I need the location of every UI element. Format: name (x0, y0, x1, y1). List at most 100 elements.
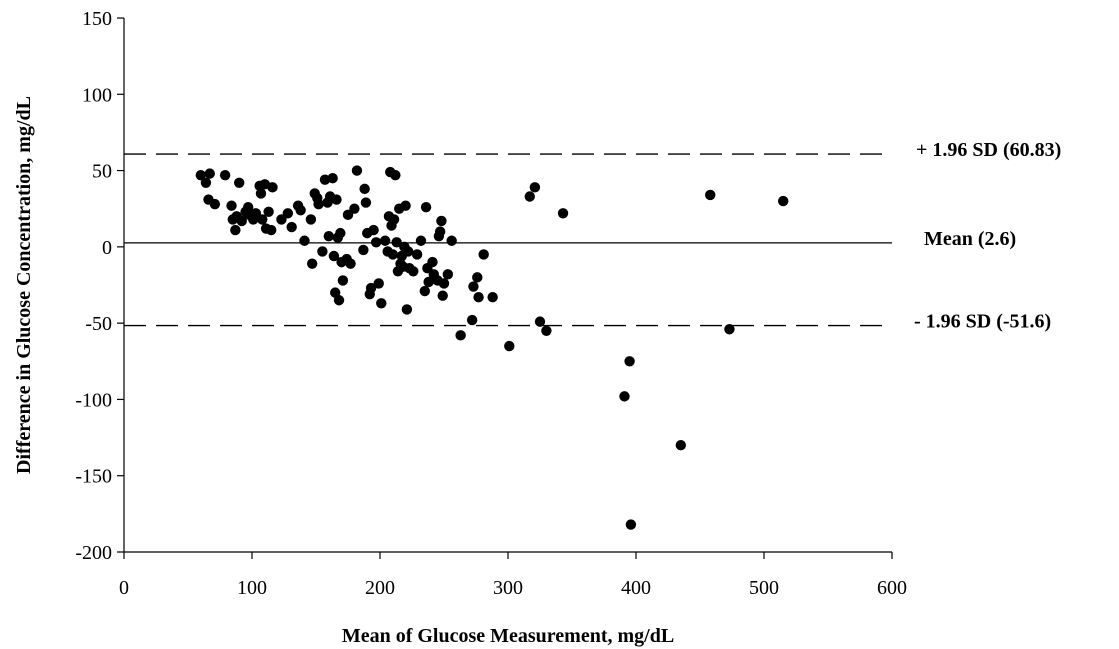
data-point (257, 214, 268, 225)
data-point (529, 182, 541, 193)
data-point (299, 235, 310, 246)
x-tick-labels: 0 100 200 300 400 500 600 (119, 577, 907, 599)
data-point (466, 314, 478, 326)
data-point (236, 215, 247, 227)
data-point (226, 200, 237, 211)
y-tick-label: -200 (75, 542, 112, 564)
x-tick-label: 500 (749, 577, 779, 599)
data-point (415, 235, 427, 246)
x-tick-label: 100 (237, 577, 267, 599)
data-point (286, 221, 297, 233)
data-point (379, 235, 391, 246)
data-point (282, 208, 294, 219)
data-point (263, 206, 274, 217)
data-point (219, 169, 231, 181)
x-axis-title: Mean of Glucose Measurement, mg/dL (342, 625, 674, 647)
data-point (390, 169, 401, 181)
data-point (455, 330, 466, 341)
data-point (436, 215, 447, 227)
data-point (400, 200, 411, 211)
data-point (468, 281, 479, 292)
data-point (473, 292, 484, 303)
data-point (504, 340, 515, 352)
data-point (437, 290, 448, 301)
data-point (351, 165, 363, 176)
y-tick-labels: 150 100 50 0 -50 -100 -150 -200 (75, 8, 112, 564)
reference-line-labels: + 1.96 SD (60.83) Mean (2.6) - 1.96 SD (-5… (914, 139, 1061, 333)
data-point (328, 250, 340, 262)
data-point (305, 214, 317, 225)
data-point (427, 256, 438, 268)
data-point (376, 298, 387, 309)
data-point (349, 203, 360, 214)
data-point (317, 246, 328, 257)
data-point (446, 235, 457, 246)
data-point (373, 278, 384, 289)
data-point (255, 188, 267, 199)
data-point (434, 226, 446, 237)
data-point (365, 282, 377, 294)
y-tick-label: -100 (75, 389, 112, 411)
data-point (195, 169, 206, 181)
data-point (267, 182, 278, 193)
data-point (331, 194, 342, 205)
data-point (204, 168, 215, 179)
data-point (557, 208, 569, 219)
data-point (619, 391, 630, 402)
x-tick-label: 200 (365, 577, 395, 599)
data-point (333, 295, 345, 306)
y-tick-label: -150 (75, 466, 112, 488)
data-point (306, 258, 318, 269)
data-point (230, 224, 241, 236)
data-point (423, 276, 434, 288)
data-point (675, 440, 686, 451)
reference-lines (124, 153, 892, 327)
data-point (368, 224, 379, 236)
data-point (472, 272, 483, 283)
data-point (323, 230, 334, 242)
data-point (295, 205, 306, 216)
sd-limit-label: - 1.96 SD (-51.6) (914, 311, 1051, 333)
data-point (534, 316, 546, 327)
sd-limit-label: + 1.96 SD (60.83) (916, 139, 1061, 161)
data-point (438, 278, 450, 289)
axis-ticks (117, 17, 893, 559)
x-tick-label: 0 (119, 577, 129, 599)
x-tick-label: 600 (877, 577, 907, 599)
data-point (345, 258, 356, 269)
x-tick-label: 300 (493, 577, 523, 599)
data-point (370, 237, 382, 248)
y-tick-label: -50 (85, 313, 112, 335)
data-point (266, 224, 277, 236)
data-point (625, 519, 637, 530)
y-tick-label: 0 (102, 237, 112, 259)
data-point (391, 237, 402, 248)
data-point (387, 249, 398, 260)
data-point (524, 191, 535, 202)
data-point (624, 356, 635, 367)
data-point (724, 324, 735, 335)
data-points (195, 165, 789, 530)
data-point (209, 198, 221, 210)
data-point (401, 304, 413, 315)
mean-label: Mean (2.6) (924, 228, 1016, 250)
data-point (778, 195, 789, 207)
y-axis-title: Difference in Glucose Concentration, mg/… (13, 96, 35, 474)
data-point (360, 197, 372, 208)
data-point (358, 244, 369, 256)
data-point (419, 285, 430, 297)
y-tick-label: 50 (92, 161, 112, 183)
data-point (200, 177, 212, 188)
x-tick-label: 400 (621, 577, 651, 599)
data-point (327, 173, 338, 184)
data-point (411, 249, 423, 260)
data-point (335, 227, 346, 239)
y-tick-label: 100 (82, 84, 112, 106)
data-point (388, 214, 400, 225)
data-point (478, 249, 489, 260)
y-tick-label: 150 (82, 8, 112, 30)
data-point (402, 246, 414, 257)
data-point (705, 189, 716, 201)
data-point (420, 201, 432, 213)
data-point (337, 275, 349, 286)
